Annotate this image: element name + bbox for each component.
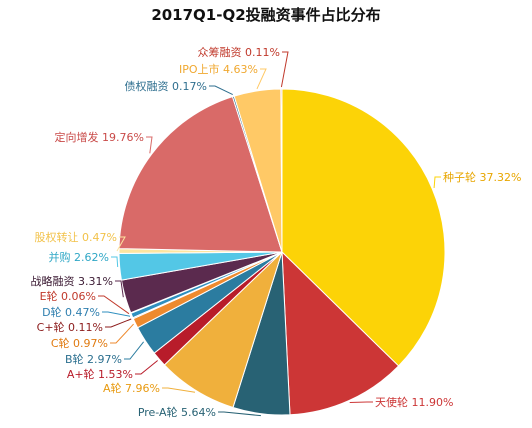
slice-label-9: E轮 0.06% xyxy=(40,289,96,303)
leader-line-9 xyxy=(98,295,130,315)
slice-label-3: A轮 7.96% xyxy=(103,381,160,395)
leader-line-13 xyxy=(146,136,153,154)
leader-line-5 xyxy=(124,341,145,360)
slice-label-11: 并购 2.62% xyxy=(49,250,109,264)
leader-line-2 xyxy=(218,411,261,417)
chart-title: 2017Q1-Q2投融资事件占比分布 xyxy=(151,6,381,24)
slice-label-7: C+轮 0.11% xyxy=(37,320,103,334)
leader-line-14 xyxy=(209,85,233,95)
slice-label-12: 股权转让 0.47% xyxy=(35,230,117,244)
slice-label-15: IPO上市 4.63% xyxy=(179,62,258,76)
slice-label-0: 种子轮 37.32% xyxy=(443,170,521,184)
leader-line-10 xyxy=(115,280,124,298)
leader-line-0 xyxy=(433,176,441,189)
slice-label-2: Pre-A轮 5.64% xyxy=(138,405,216,419)
leader-line-12 xyxy=(116,236,126,252)
pie-slice-16 xyxy=(280,88,283,253)
slice-label-8: D轮 0.47% xyxy=(42,305,100,319)
leader-line-4 xyxy=(135,360,158,375)
slice-label-14: 债权融资 0.17% xyxy=(125,79,207,93)
slice-label-16: 众筹融资 0.11% xyxy=(198,45,280,59)
leader-line-16 xyxy=(280,51,289,88)
slice-label-1: 天使轮 11.90% xyxy=(375,395,453,409)
leader-lines xyxy=(98,51,441,417)
slice-label-6: C轮 0.97% xyxy=(51,336,108,350)
slice-label-5: B轮 2.97% xyxy=(65,352,122,366)
pie-slice-0 xyxy=(281,88,446,367)
slice-labels: 种子轮 37.32% 天使轮 11.90% Pre-A轮 5.64% A轮 7.96%… xyxy=(31,45,522,419)
leader-line-6 xyxy=(110,323,134,344)
slice-label-13: 定向增发 19.76% xyxy=(55,130,144,144)
leader-line-15 xyxy=(256,68,267,90)
pie-slice-13 xyxy=(118,96,283,253)
leader-line-8 xyxy=(102,311,131,317)
pie-slice-1 xyxy=(281,250,400,416)
slice-label-10: 战略融资 3.31% xyxy=(31,274,113,288)
pie-slices xyxy=(118,88,446,416)
slice-label-4: A+轮 1.53% xyxy=(67,367,133,381)
leader-line-3 xyxy=(162,387,196,393)
leader-line-7 xyxy=(105,318,132,328)
leader-line-11 xyxy=(111,256,119,268)
